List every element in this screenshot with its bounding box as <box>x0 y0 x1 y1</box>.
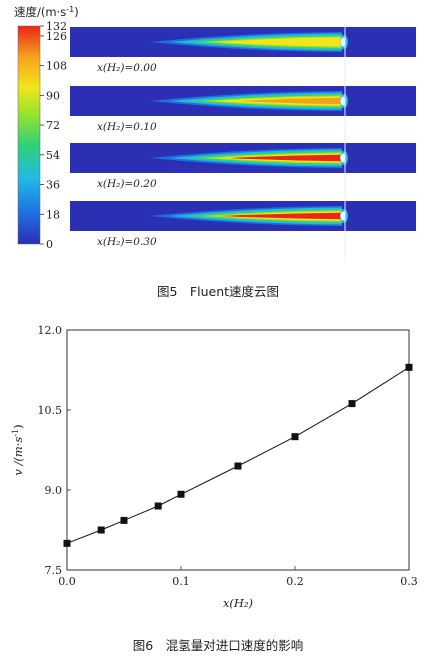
plot-frame <box>66 329 410 571</box>
data-point <box>154 502 162 510</box>
colorbar-tick-label: 18 <box>46 208 60 221</box>
x-axis-ticks: 0.0 0.1 0.2 0.3 <box>58 566 418 588</box>
figure6-caption: 图6 混氢量对进口速度的影响 <box>133 638 303 653</box>
data-series <box>63 363 413 547</box>
data-point <box>120 516 128 524</box>
data-point <box>177 490 185 498</box>
panel-label: x(H₂)=0.30 <box>97 236 157 248</box>
colorbar-tick-label: 54 <box>46 149 60 162</box>
data-point <box>234 462 242 470</box>
data-point <box>405 363 413 371</box>
y-tick-label: 7.5 <box>45 564 63 577</box>
y-tick-label: 10.5 <box>38 404 63 417</box>
x-tick-label: 0.1 <box>172 575 190 588</box>
y-axis-label: v /(m·s-1) <box>11 424 25 475</box>
velocity-line-chart: 0.0 0.1 0.2 0.3 7.5 9.0 10.5 12.0 x(H₂) v /(m·… <box>11 324 418 653</box>
x-tick-label: 0.2 <box>286 575 304 588</box>
panel-label: x(H₂)=0.20 <box>97 178 157 190</box>
contour-panel: x(H₂)=0.10 <box>70 86 416 133</box>
colorbar <box>17 25 41 245</box>
colorbar-tick-label: 72 <box>46 119 60 132</box>
y-tick-label: 9.0 <box>45 484 63 497</box>
contour-panel: x(H₂)=0.30 <box>70 201 416 248</box>
figure5-caption: 图5 Fluent速度云图 <box>157 284 279 299</box>
colorbar-tick-label: 126 <box>46 30 67 43</box>
data-point <box>348 400 356 408</box>
data-point <box>291 433 299 441</box>
contour-panel: x(H₂)=0.20 <box>70 143 416 190</box>
data-point <box>97 526 105 534</box>
colorbar-tick-label: 132 <box>46 20 67 33</box>
colorbar-tick-label: 90 <box>46 89 60 102</box>
panel-label: x(H₂)=0.00 <box>97 62 157 74</box>
y-axis-ticks: 7.5 9.0 10.5 12.0 <box>38 324 71 577</box>
panel-label: x(H₂)=0.10 <box>97 121 157 133</box>
colorbar-tick-label: 0 <box>46 238 53 251</box>
x-axis-label: x(H₂) <box>223 596 253 610</box>
colorbar-tick-label: 108 <box>46 60 67 73</box>
y-tick-label: 12.0 <box>38 324 63 337</box>
x-tick-label: 0.3 <box>400 575 418 588</box>
colorbar-title: 速度/(m·s-1) <box>14 5 79 19</box>
colorbar-tick-label: 36 <box>46 179 60 192</box>
series-line <box>66 366 410 544</box>
x-tick-label: 0.0 <box>58 575 76 588</box>
data-point <box>63 539 71 547</box>
contour-panel: x(H₂)=0.00 <box>70 27 416 74</box>
contour-panels: x(H₂)=0.00 x(H₂)=0.10 x(H₂)=0.20 x(H₂)=0.30 <box>70 22 416 262</box>
